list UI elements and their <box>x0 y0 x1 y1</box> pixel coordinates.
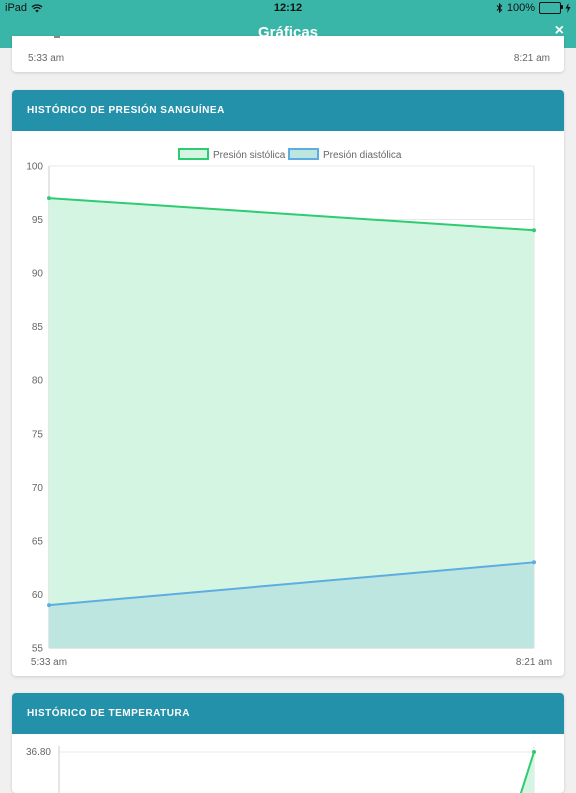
y-tick-label: 65 <box>32 536 44 547</box>
charging-icon <box>565 3 571 13</box>
x-tick-end: 8:21 am <box>513 53 550 64</box>
systolic-line <box>48 197 535 232</box>
x-tick-label: 8:21 am <box>516 657 552 668</box>
diastolic-area <box>49 562 534 648</box>
x-tick-start: 5:33 am <box>28 53 65 64</box>
battery-icon <box>539 2 563 14</box>
blood-pressure-card: HISTÓRICO DE PRESIÓN SANGUÍNEA 100 95 90 85… <box>12 90 564 676</box>
status-time: 12:12 <box>273 2 303 14</box>
y-tick-label: 55 <box>32 644 44 655</box>
y-tick-label: 80 <box>32 376 44 387</box>
temperature-header: HISTÓRICO DE TEMPERATURA <box>12 693 564 734</box>
legend-label: Presión diastólica <box>323 150 402 161</box>
bluetooth-icon <box>496 3 503 13</box>
temperature-chart: 36.80 <box>26 746 536 793</box>
legend-label: Presión sistólica <box>213 150 286 161</box>
y-tick-label: 75 <box>32 429 44 440</box>
clipped-tick-mark <box>54 36 60 38</box>
y-tick-label: 70 <box>32 483 44 494</box>
diastolic-point <box>532 560 536 565</box>
blood-pressure-header: HISTÓRICO DE PRESIÓN SANGUÍNEA <box>12 90 564 131</box>
device-name: iPad <box>5 2 28 14</box>
close-button[interactable]: × <box>554 22 564 39</box>
legend-swatch <box>178 148 209 160</box>
systolic-point <box>47 196 51 201</box>
blood-pressure-chart: 100 95 90 85 80 75 70 65 60 55 5:33 am 8:21 am Presi… <box>26 148 552 668</box>
y-tick-label: 60 <box>32 590 44 601</box>
previous-chart-card: 5:33 am 8:21 am <box>12 36 564 72</box>
y-tick-label: 36.80 <box>26 747 51 758</box>
wifi-icon <box>31 3 43 12</box>
temperature-card: HISTÓRICO DE TEMPERATURA 36.80 <box>12 693 564 793</box>
diastolic-line <box>48 561 535 607</box>
y-tick-label: 95 <box>32 215 44 226</box>
systolic-point <box>532 228 536 233</box>
status-bar: iPad 12:12 100% <box>0 0 576 16</box>
y-tick-label: 85 <box>32 322 44 333</box>
diastolic-point <box>47 603 51 608</box>
temperature-point <box>532 750 536 754</box>
legend-swatch <box>288 148 319 160</box>
y-tick-label: 100 <box>26 162 43 173</box>
y-tick-label: 90 <box>32 269 44 280</box>
systolic-area <box>49 198 534 648</box>
battery-percent: 100% <box>506 2 535 14</box>
x-tick-label: 5:33 am <box>31 657 67 668</box>
